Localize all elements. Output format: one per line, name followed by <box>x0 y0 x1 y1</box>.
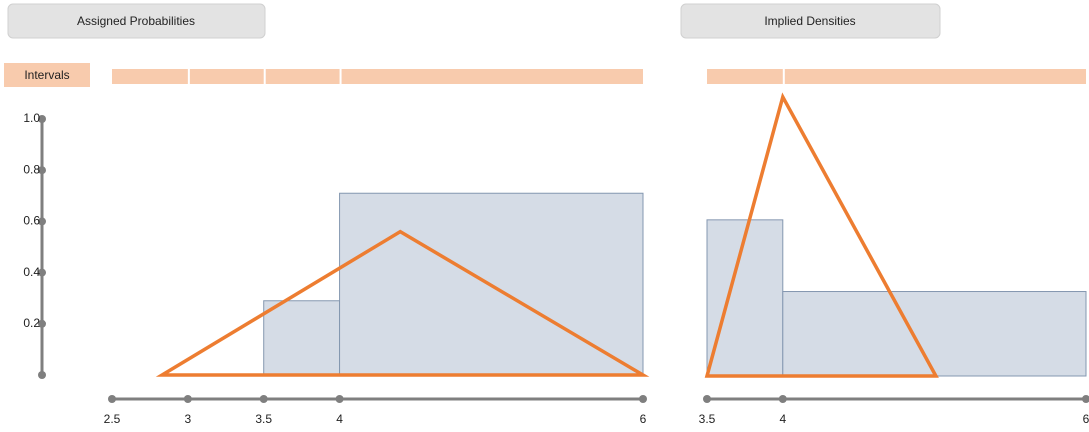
interval-bar <box>784 69 1086 84</box>
x-tick <box>259 395 268 403</box>
y-tick <box>38 166 46 175</box>
y-tick <box>38 115 46 123</box>
density-line <box>704 92 939 378</box>
intervals-label: Intervals <box>24 68 69 82</box>
y-tick <box>38 217 46 226</box>
interval-bar <box>265 69 340 84</box>
x-tick-label: 6 <box>1083 412 1089 426</box>
x-tick-label: 6 <box>640 412 647 426</box>
x-tick-label: 4 <box>779 412 786 426</box>
interval-bar <box>189 69 264 84</box>
x-tick <box>335 395 344 403</box>
y-tick-label: 0.8 <box>23 162 40 176</box>
x-tick-label: 3 <box>185 412 192 426</box>
y-tick-label: 1.0 <box>23 111 40 125</box>
x-tick-label: 4 <box>336 412 343 426</box>
x-tick-label: 3.5 <box>255 412 272 426</box>
title-button[interactable] <box>7 3 266 39</box>
intervals-label-box <box>4 63 90 87</box>
chart-title: Assigned Probabilities <box>77 14 195 28</box>
interval-bar <box>112 69 188 84</box>
title-button[interactable] <box>680 3 941 39</box>
y-tick <box>38 268 46 277</box>
density-line <box>155 229 650 377</box>
bar <box>263 300 341 376</box>
x-tick-label: 3.5 <box>699 412 716 426</box>
interval-bar <box>341 69 643 84</box>
y-tick <box>38 319 46 328</box>
y-axis-end <box>38 371 46 379</box>
y-tick-label: 0.4 <box>23 265 40 279</box>
x-tick <box>183 395 192 403</box>
bar <box>782 291 1087 377</box>
y-tick-label: 0.6 <box>23 214 40 228</box>
bar <box>706 219 784 377</box>
x-tick <box>703 395 711 403</box>
x-tick <box>108 395 116 403</box>
interval-bar <box>707 69 783 84</box>
x-tick <box>639 395 647 403</box>
x-tick <box>778 395 787 403</box>
y-tick-label: 0.2 <box>23 316 40 330</box>
x-tick-label: 2.5 <box>104 412 121 426</box>
x-tick <box>1082 395 1089 403</box>
chart-title: Implied Densities <box>764 14 855 28</box>
